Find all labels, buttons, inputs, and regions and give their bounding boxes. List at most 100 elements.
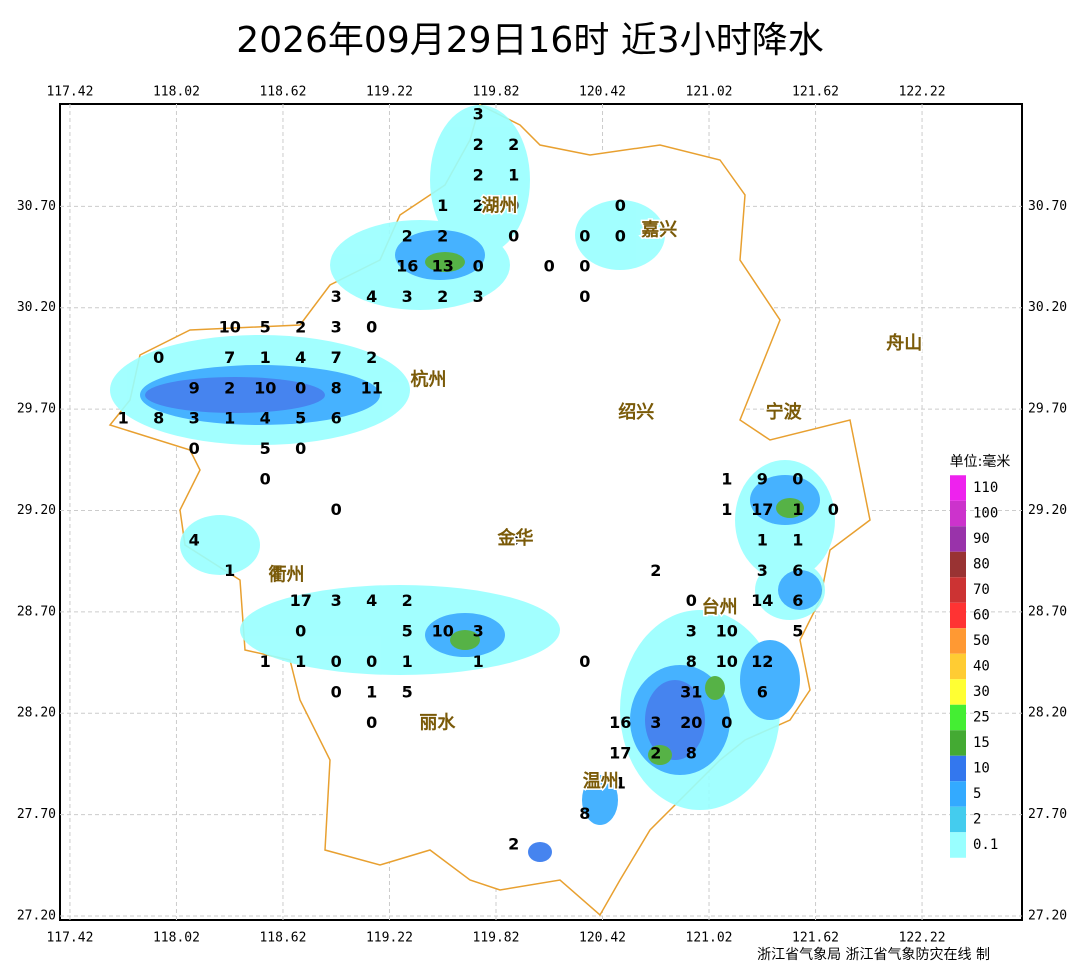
station-value: 8 [579, 804, 590, 823]
station-value: 0 [366, 318, 377, 337]
station-value: 0 [615, 196, 626, 215]
station-value: 5 [402, 622, 413, 641]
y-tick-label: 30.20 [1028, 300, 1067, 315]
y-tick-label: 29.20 [1028, 503, 1067, 518]
station-value: 1 [224, 561, 235, 580]
legend-swatch [950, 679, 966, 705]
y-tick-label: 30.70 [17, 199, 56, 214]
y-tick-label: 29.20 [17, 503, 56, 518]
station-value: 0 [331, 682, 342, 701]
station-value: 0 [366, 713, 377, 732]
legend-label: 10 [973, 761, 990, 777]
city-label: 绍兴 [618, 401, 654, 423]
station-value: 0 [366, 652, 377, 671]
x-tick-label: 122.22 [899, 85, 946, 100]
station-value: 5 [792, 622, 803, 641]
y-tick-label: 28.70 [17, 604, 56, 619]
station-value: 6 [792, 591, 803, 610]
legend-label: 40 [973, 659, 990, 675]
legend-swatch [950, 602, 966, 629]
station-value: 0 [260, 470, 271, 489]
x-tick-label: 120.42 [579, 85, 626, 100]
station-value: 2 [473, 135, 484, 154]
station-value: 1 [721, 470, 732, 489]
station-value: 6 [792, 561, 803, 580]
y-tick-label: 28.20 [17, 706, 56, 721]
station-value: 1 [508, 165, 519, 184]
station-value: 3 [189, 409, 200, 428]
station-value: 0 [508, 196, 519, 215]
station-value: 2 [508, 834, 519, 853]
station-value: 8 [331, 378, 342, 397]
station-value: 3 [686, 622, 697, 641]
station-value: 2 [650, 561, 661, 580]
station-value: 2 [437, 226, 448, 245]
city-label: 丽水 [419, 711, 456, 733]
city-label: 舟山 [886, 332, 922, 354]
station-value: 10 [219, 318, 241, 337]
station-value: 1 [260, 348, 271, 367]
y-tick-label: 27.20 [1028, 908, 1067, 923]
station-value: 17 [609, 743, 631, 762]
station-value: 14 [751, 591, 773, 610]
station-value: 4 [189, 530, 200, 549]
station-value: 11 [361, 378, 383, 397]
station-value: 3 [331, 591, 342, 610]
legend-label: 2 [973, 812, 981, 828]
station-value: 6 [331, 409, 342, 428]
x-tick-label: 119.82 [473, 931, 520, 946]
legend-swatch [950, 628, 966, 654]
station-value: 7 [331, 348, 342, 367]
station-value: 4 [260, 409, 271, 428]
station-value: 2 [402, 591, 413, 610]
legend-swatch [950, 730, 966, 756]
legend-label: 90 [973, 531, 990, 547]
station-value: 1 [757, 530, 768, 549]
station-value: 5 [260, 439, 271, 458]
station-value: 5 [260, 318, 271, 337]
x-tick-label: 120.42 [579, 931, 626, 946]
station-value: 4 [295, 348, 306, 367]
station-value: 0 [295, 378, 306, 397]
legend-swatch [950, 526, 966, 552]
y-tick-label: 28.70 [1028, 604, 1067, 619]
station-value: 1 [615, 774, 626, 793]
station-value: 31 [680, 682, 702, 701]
station-value: 0 [473, 257, 484, 276]
legend-label: 30 [973, 684, 990, 700]
station-value: 1 [792, 530, 803, 549]
station-value: 0 [579, 226, 590, 245]
station-value: 2 [508, 135, 519, 154]
y-tick-label: 27.20 [17, 908, 56, 923]
station-value: 5 [295, 409, 306, 428]
station-value: 0 [153, 348, 164, 367]
station-value: 2 [473, 165, 484, 184]
x-tick-label: 117.42 [46, 931, 93, 946]
station-value: 3 [757, 561, 768, 580]
city-label: 衢州 [269, 563, 305, 585]
station-value: 4 [366, 287, 377, 306]
station-value: 10 [254, 378, 276, 397]
x-tick-label: 121.62 [792, 931, 839, 946]
station-value: 1 [118, 409, 129, 428]
x-tick-label: 118.62 [259, 931, 306, 946]
city-label: 台州 [702, 596, 738, 618]
y-tick-label: 30.20 [17, 300, 56, 315]
legend-swatch [950, 806, 966, 833]
legend-label: 0.1 [973, 837, 998, 853]
y-tick-label: 27.70 [1028, 807, 1067, 822]
station-value: 3 [473, 105, 484, 124]
station-value: 9 [189, 378, 200, 397]
legend-swatch [950, 500, 966, 527]
station-value: 1 [721, 500, 732, 519]
station-value: 12 [751, 652, 773, 671]
station-value: 2 [437, 287, 448, 306]
station-value: 1 [260, 652, 271, 671]
station-value: 10 [432, 622, 454, 641]
station-value: 20 [680, 713, 702, 732]
station-value: 8 [686, 652, 697, 671]
station-value: 0 [579, 257, 590, 276]
legend-label: 50 [973, 633, 990, 649]
station-value: 3 [473, 287, 484, 306]
